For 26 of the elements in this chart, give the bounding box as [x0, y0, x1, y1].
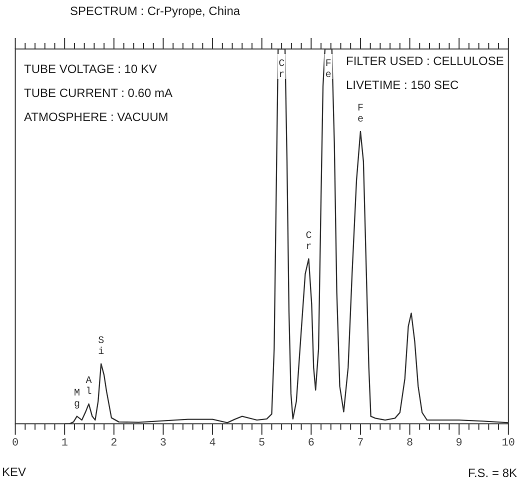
- annotation: Mg: [74, 388, 80, 410]
- x-tick-label: 0: [12, 437, 19, 450]
- text: F.S. = 8K: [468, 466, 517, 480]
- x-tick-label: 10: [502, 437, 515, 450]
- annotation: FILTER USED : CELLULOSE: [344, 54, 506, 68]
- x-tick-label: 9: [456, 437, 462, 450]
- x-tick-label: 5: [258, 437, 266, 450]
- annotation: TUBE VOLTAGE : 10 KV: [24, 62, 157, 76]
- x-tick-label: 4: [209, 437, 216, 450]
- annotation: Cr: [278, 59, 285, 81]
- annotation: Si: [98, 336, 104, 358]
- annotation: TUBE CURRENT : 0.60 mA: [24, 86, 172, 100]
- x-tick-label: 2: [110, 437, 118, 450]
- x-tick-label: 8: [406, 437, 414, 450]
- annotation: Fe: [325, 59, 332, 81]
- x-tick-label: 7: [357, 437, 364, 450]
- annotation: Al: [86, 376, 92, 398]
- x-axis-title: KEV: [2, 465, 26, 479]
- chart-title: SPECTRUM : Cr-Pyrope, China: [70, 4, 240, 18]
- x-tick-label: 3: [160, 437, 167, 450]
- annotation: Fe: [357, 103, 364, 126]
- annotation: Cr: [306, 230, 312, 253]
- annotation: LIVETIME : 150 SEC: [344, 78, 461, 92]
- x-tick-label: 6: [308, 437, 314, 450]
- x-tick-label: 1: [61, 437, 68, 450]
- annotation: ATMOSPHERE : VACUUM: [24, 110, 168, 124]
